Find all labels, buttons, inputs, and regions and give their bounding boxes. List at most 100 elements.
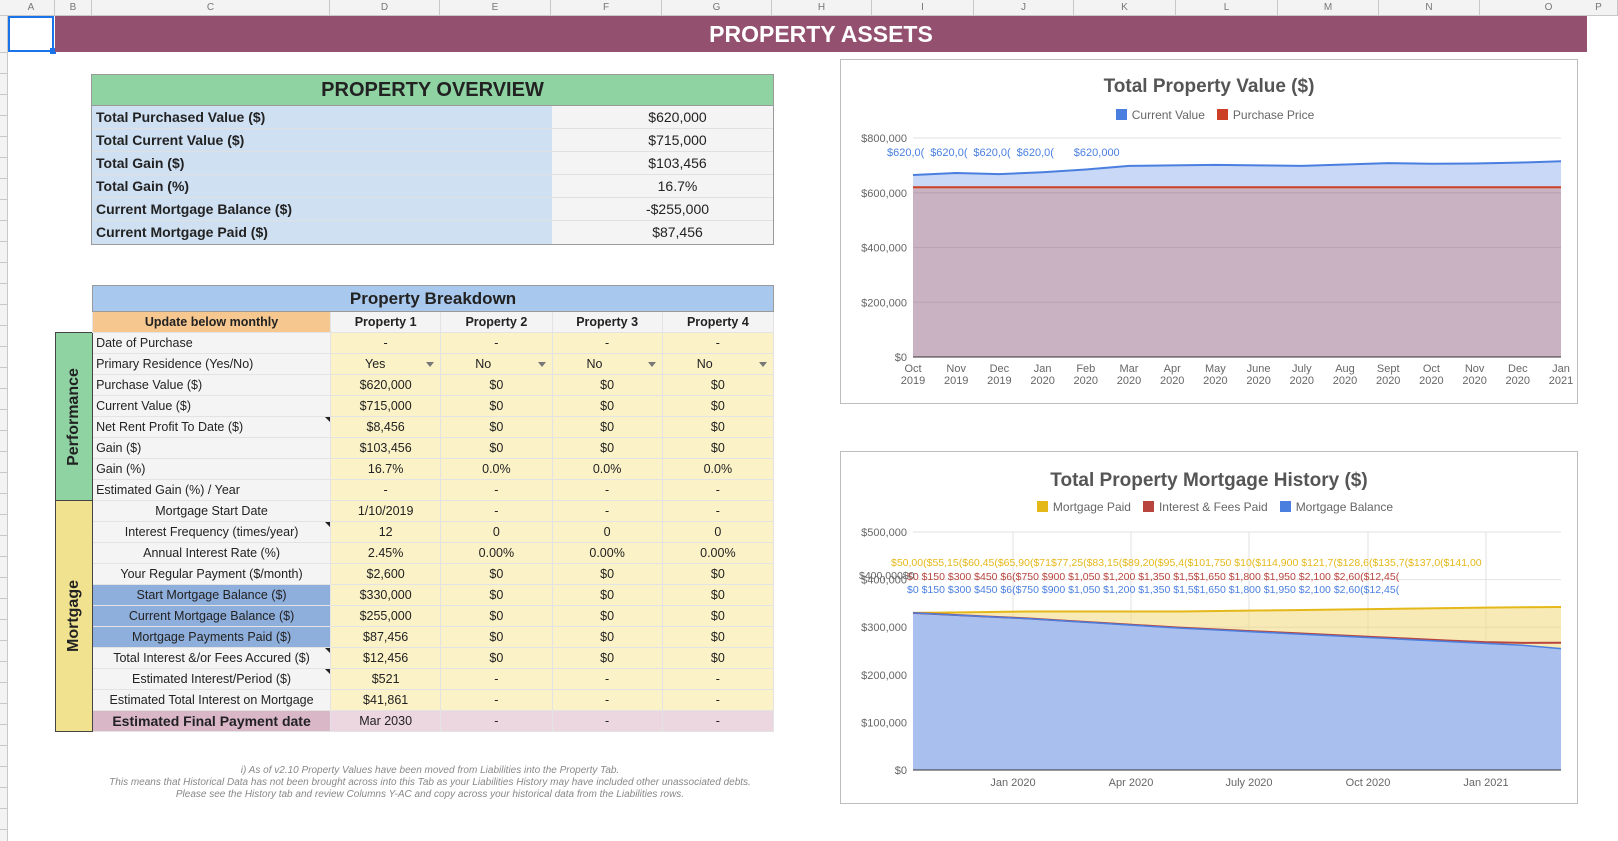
- value-cell[interactable]: 2.45%: [330, 542, 442, 564]
- legend-label[interactable]: Interest & Fees Paid: [1158, 500, 1268, 514]
- value-cell[interactable]: -: [551, 500, 663, 522]
- final-payment-value[interactable]: Mar 2030: [330, 710, 442, 732]
- value-cell[interactable]: -: [551, 689, 663, 711]
- primary-residence-dropdown[interactable]: No: [440, 353, 553, 375]
- value-cell[interactable]: -: [661, 500, 775, 522]
- dropdown-arrow-icon[interactable]: [759, 362, 767, 367]
- column-header-n[interactable]: N: [1379, 0, 1480, 16]
- value-cell[interactable]: $0: [440, 374, 553, 396]
- value-cell[interactable]: $0: [661, 374, 775, 396]
- value-cell[interactable]: $103,456: [330, 437, 442, 459]
- mortgage-history-chart[interactable]: Total Property Mortgage History ($) Mort…: [840, 451, 1578, 804]
- value-cell[interactable]: $0: [440, 626, 553, 648]
- dropdown-arrow-icon[interactable]: [537, 362, 546, 367]
- legend-label[interactable]: Mortgage Balance: [1295, 500, 1394, 514]
- column-header-a[interactable]: A: [8, 0, 55, 16]
- value-cell[interactable]: $0: [661, 395, 775, 417]
- value-cell[interactable]: $41,861: [330, 689, 442, 711]
- value-cell[interactable]: -: [551, 479, 663, 501]
- primary-residence-dropdown[interactable]: No: [551, 353, 663, 375]
- value-cell[interactable]: $2,600: [330, 563, 442, 585]
- value-cell[interactable]: $0: [661, 647, 775, 669]
- value-cell[interactable]: -: [661, 689, 775, 711]
- column-header-b[interactable]: B: [55, 0, 92, 16]
- value-cell[interactable]: 1/10/2019: [330, 500, 442, 522]
- legend-label[interactable]: Current Value: [1131, 108, 1205, 122]
- value-cell[interactable]: -: [551, 668, 663, 690]
- value-cell[interactable]: -: [440, 689, 553, 711]
- value-cell[interactable]: -: [661, 332, 775, 354]
- value-cell[interactable]: -: [440, 668, 553, 690]
- column-header-d[interactable]: D: [330, 0, 440, 16]
- value-cell[interactable]: 0: [661, 521, 775, 543]
- value-cell[interactable]: 0: [551, 521, 663, 543]
- final-payment-value[interactable]: -: [551, 710, 663, 732]
- value-cell[interactable]: -: [440, 479, 553, 501]
- value-cell[interactable]: -: [661, 479, 775, 501]
- value-cell[interactable]: 0.0%: [440, 458, 553, 480]
- value-cell[interactable]: $12,456: [330, 647, 442, 669]
- column-header-i[interactable]: I: [872, 0, 974, 16]
- value-cell[interactable]: $0: [440, 563, 553, 585]
- column-header-f[interactable]: F: [551, 0, 662, 16]
- value-cell[interactable]: -: [330, 479, 442, 501]
- value-cell[interactable]: 0.00%: [551, 542, 663, 564]
- value-cell[interactable]: $620,000: [330, 374, 442, 396]
- value-cell[interactable]: $0: [661, 605, 775, 627]
- value-cell[interactable]: $0: [661, 626, 775, 648]
- value-cell[interactable]: $0: [440, 395, 553, 417]
- value-cell[interactable]: -: [440, 332, 553, 354]
- value-cell[interactable]: $0: [440, 584, 553, 606]
- value-cell[interactable]: $8,456: [330, 416, 442, 438]
- final-payment-value[interactable]: -: [661, 710, 775, 732]
- column-header-j[interactable]: J: [974, 0, 1074, 16]
- column-header-m[interactable]: M: [1278, 0, 1379, 16]
- value-cell[interactable]: 0.0%: [551, 458, 663, 480]
- value-cell[interactable]: $0: [661, 584, 775, 606]
- legend-label[interactable]: Mortgage Paid: [1052, 500, 1131, 514]
- value-cell[interactable]: -: [661, 668, 775, 690]
- value-cell[interactable]: -: [440, 500, 553, 522]
- dropdown-arrow-icon[interactable]: [426, 362, 435, 367]
- value-cell[interactable]: $715,000: [330, 395, 442, 417]
- overview-value[interactable]: $620,000: [552, 106, 773, 128]
- overview-value[interactable]: $103,456: [552, 152, 773, 174]
- value-cell[interactable]: 12: [330, 521, 442, 543]
- column-header-c[interactable]: C: [92, 0, 330, 16]
- value-cell[interactable]: 0.00%: [661, 542, 775, 564]
- column-header-l[interactable]: L: [1176, 0, 1278, 16]
- final-payment-value[interactable]: -: [440, 710, 553, 732]
- value-cell[interactable]: $0: [551, 416, 663, 438]
- value-cell[interactable]: $0: [440, 605, 553, 627]
- value-cell[interactable]: $0: [440, 647, 553, 669]
- value-cell[interactable]: $0: [440, 437, 553, 459]
- column-header-k[interactable]: K: [1074, 0, 1176, 16]
- value-cell[interactable]: 0.0%: [661, 458, 775, 480]
- value-cell[interactable]: $0: [551, 395, 663, 417]
- value-cell[interactable]: $0: [661, 563, 775, 585]
- value-cell[interactable]: $0: [551, 605, 663, 627]
- value-cell[interactable]: $0: [661, 416, 775, 438]
- value-cell[interactable]: -: [551, 332, 663, 354]
- value-cell[interactable]: $0: [551, 374, 663, 396]
- overview-value[interactable]: -$255,000: [552, 198, 773, 220]
- fill-handle[interactable]: [50, 48, 56, 54]
- column-header-p[interactable]: P: [1580, 0, 1618, 16]
- value-cell[interactable]: $0: [551, 563, 663, 585]
- value-cell[interactable]: -: [330, 332, 442, 354]
- value-cell[interactable]: $87,456: [330, 626, 442, 648]
- value-cell[interactable]: $0: [551, 626, 663, 648]
- value-cell[interactable]: $255,000: [330, 605, 442, 627]
- value-cell[interactable]: $0: [661, 437, 775, 459]
- value-cell[interactable]: 0: [440, 521, 553, 543]
- legend-label[interactable]: Purchase Price: [1232, 108, 1315, 122]
- value-cell[interactable]: $0: [551, 437, 663, 459]
- value-cell[interactable]: $0: [551, 647, 663, 669]
- overview-value[interactable]: 16.7%: [552, 175, 773, 197]
- value-cell[interactable]: $330,000: [330, 584, 442, 606]
- column-header-e[interactable]: E: [440, 0, 551, 16]
- value-cell[interactable]: $0: [440, 416, 553, 438]
- primary-residence-dropdown[interactable]: No: [661, 353, 775, 375]
- column-header-g[interactable]: G: [662, 0, 772, 16]
- value-cell[interactable]: 16.7%: [330, 458, 442, 480]
